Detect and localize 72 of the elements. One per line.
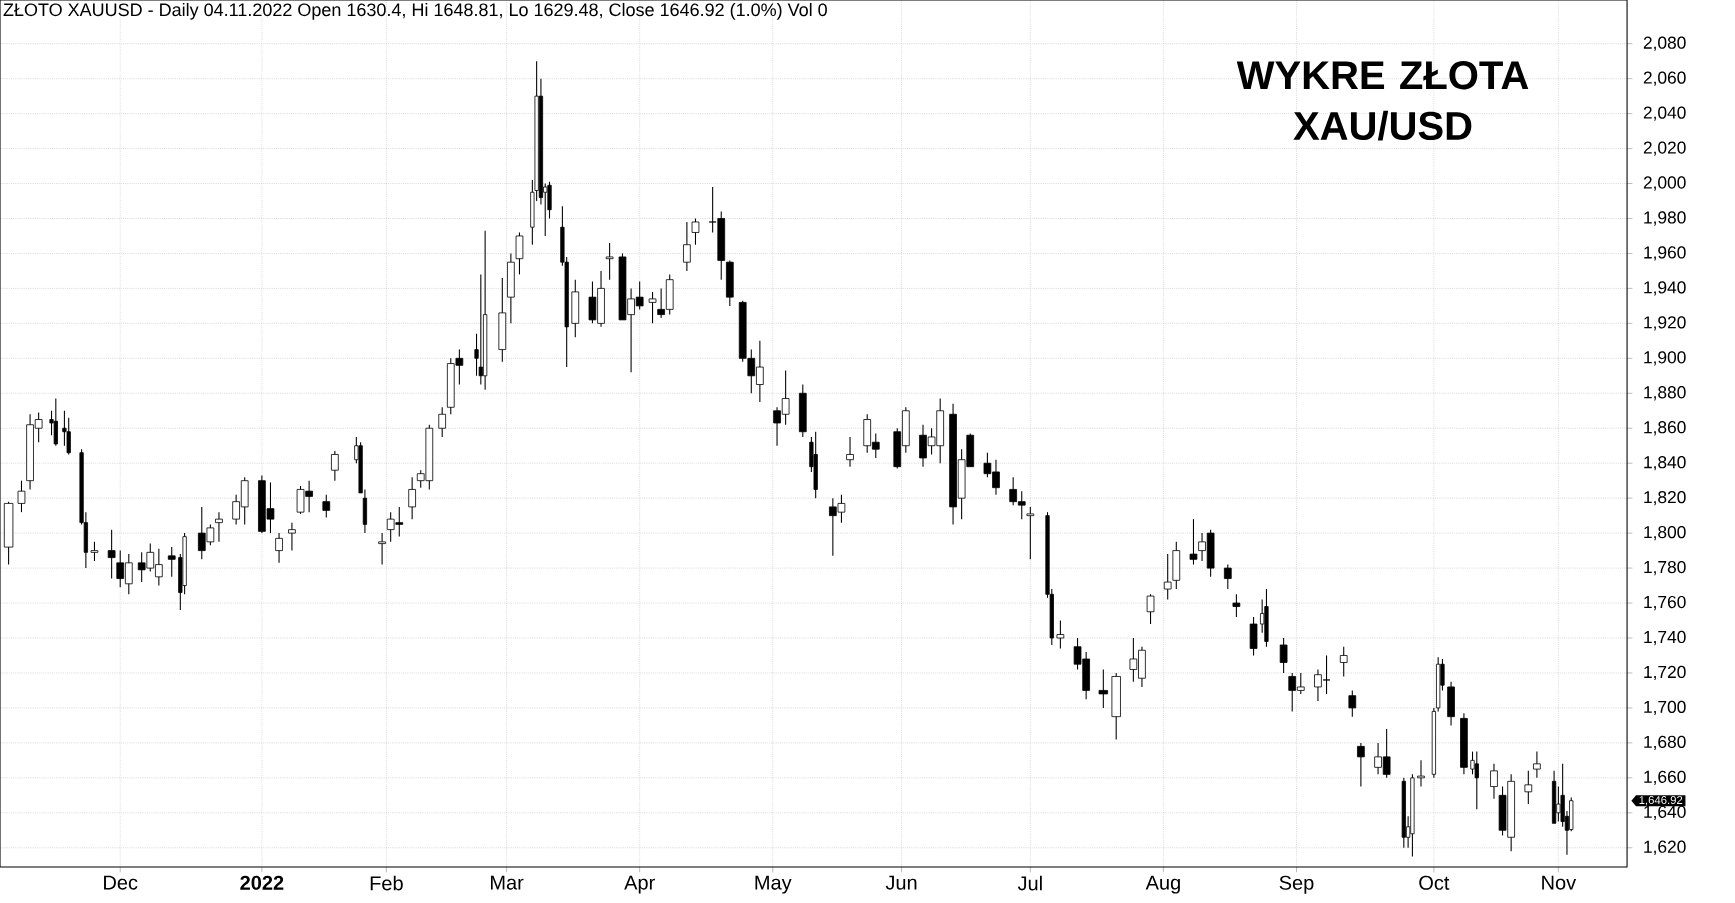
y-tick-label: 1,880 (1644, 386, 1686, 401)
y-tick-label: 1,700 (1644, 700, 1686, 716)
candlestick (1232, 593, 1241, 618)
candlestick (17, 480, 26, 513)
text: 1,646.92 (1639, 796, 1683, 806)
x-tick-label: Dec (104, 875, 138, 890)
candlestick (215, 511, 223, 543)
y-tick-label: 2,080 (1643, 36, 1686, 51)
candlestick (1357, 742, 1365, 788)
y-tick-label: 1,960 (1644, 246, 1686, 261)
y-tick-label: 1,980 (1644, 211, 1686, 226)
candlestick (1533, 751, 1541, 779)
x-tick-label: Mar (491, 875, 524, 890)
y-tick-label: 1,820 (1644, 491, 1686, 506)
candlestick (288, 522, 296, 552)
candlestick (90, 541, 99, 562)
y-tick-label: 1,640 (1644, 805, 1686, 820)
y-tick-label: 1,780 (1644, 560, 1686, 576)
candlestick (846, 436, 854, 468)
y-tick-label: 1,760 (1644, 595, 1686, 611)
x-tick-label: Feb (370, 875, 403, 891)
y-tick-label: 1,620 (1644, 840, 1686, 855)
x-tick-label: Sep (1279, 875, 1314, 894)
y-tick-label: 2,000 (1643, 176, 1686, 191)
candlestick (438, 406, 447, 438)
candlestick (1026, 506, 1035, 560)
x-tick-label: Aug (1145, 875, 1180, 894)
candlestick (691, 217, 700, 246)
y-tick-label: 1,840 (1644, 456, 1686, 471)
y-tick-label: 2,020 (1643, 141, 1686, 156)
y-tick-label: 1,740 (1644, 630, 1686, 646)
x-tick-label: 2022 (240, 875, 284, 890)
y-tick-label: 1,680 (1644, 735, 1686, 751)
x-tick-label: Apr (624, 875, 655, 894)
y-tick-label: 1,660 (1644, 770, 1686, 785)
x-tick-label: Oct (1419, 875, 1450, 890)
candlestick (1163, 553, 1172, 601)
candlestick (378, 532, 386, 566)
candlestick (683, 221, 691, 272)
x-tick-label: May (755, 875, 792, 894)
candlestick (1056, 619, 1065, 650)
y-tick-label: 1,940 (1644, 281, 1686, 296)
y-tick-label: 2,040 (1643, 106, 1686, 121)
candlestick (408, 476, 416, 520)
y-tick-label: 1,800 (1644, 525, 1686, 541)
candlestick (167, 546, 176, 578)
candlestick (1223, 564, 1232, 590)
x-tick-label: Jul (1017, 875, 1042, 891)
candlestick (1279, 637, 1288, 674)
candlestick (1339, 646, 1348, 677)
candlestick (331, 450, 339, 482)
candlestick (275, 532, 283, 564)
y-tick-label: 2,060 (1643, 71, 1686, 86)
candlestick (1490, 763, 1498, 800)
candlestick (1146, 593, 1155, 625)
candlestick (1524, 770, 1533, 805)
y-tick-label: 1,720 (1644, 665, 1686, 681)
candlestick (322, 494, 331, 518)
annotation: WYKRE ZŁOTA XAU/USD (1236, 61, 1529, 141)
candlestick (107, 529, 116, 580)
candlestick (1189, 518, 1198, 566)
candlestick (515, 231, 524, 275)
y-tick-label: 1,900 (1644, 351, 1686, 366)
chart-title: ZŁOTO XAUUSD - Daily 04.11.2022 Open 1630.4, Hi 1648.81, Lo 1629.48, Close 1646.92 (1.0%) Vol 0 (3, 2, 827, 20)
candlestick (605, 242, 614, 281)
candlestick (648, 291, 657, 324)
x-tick-label: Nov (1542, 875, 1577, 890)
candlestick (1417, 759, 1425, 788)
y-tick-label: 1,920 (1644, 316, 1686, 331)
y-tick-label: 1,860 (1644, 421, 1686, 436)
x-tick-label: Jun (885, 875, 917, 890)
candlestick (1348, 689, 1357, 718)
